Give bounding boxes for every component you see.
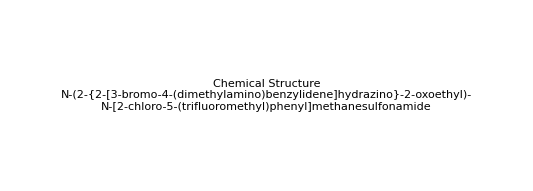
Text: Chemical Structure
N-(2-{2-[3-bromo-4-(dimethylamino)benzylidene]hydrazino}-2-ox: Chemical Structure N-(2-{2-[3-bromo-4-(d… [61, 79, 472, 112]
